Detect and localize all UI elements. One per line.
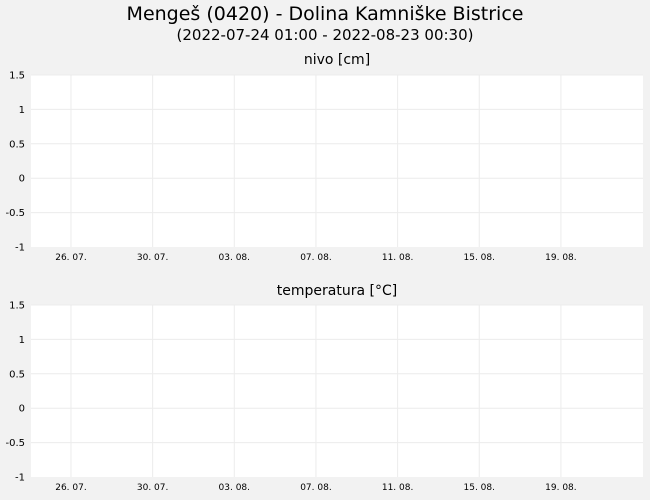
x-tick-label: 03. 08.: [219, 483, 251, 493]
y-tick-label: 0: [19, 174, 25, 185]
panel-title: nivo [cm]: [304, 52, 370, 68]
chart-panel-1: nivo [cm] 1.5 1 0.5 0 -0.5 -1 26. 07. 30. 07. 03.…: [5, 52, 643, 263]
y-tick-label: 1.5: [9, 301, 25, 312]
y-tick-label: 0.5: [9, 139, 25, 150]
x-tick-label: 26. 07.: [55, 483, 87, 493]
x-tick-label: 03. 08.: [219, 253, 251, 263]
x-tick-label: 07. 08.: [300, 253, 332, 263]
y-tick-label: 1.5: [9, 71, 25, 82]
x-tick-label: 30. 07.: [137, 253, 169, 263]
y-tick-label: -0.5: [5, 438, 25, 449]
y-tick-label: 1: [19, 105, 25, 116]
x-tick-label: 15. 08.: [464, 253, 496, 263]
x-tick-label: 26. 07.: [55, 253, 87, 263]
y-tick-label: -1: [15, 473, 25, 484]
chart-panel-2: temperatura [°C] 1.5 1 0.5 0 -0.5 -1 26. 07. 30.…: [5, 283, 643, 493]
y-tick-label: -0.5: [5, 208, 25, 219]
chart-title: Mengeš (0420) - Dolina Kamniške Bistrice: [126, 3, 524, 25]
x-tick-label: 19. 08.: [545, 253, 577, 263]
panel-title: temperatura [°C]: [277, 283, 397, 299]
x-tick-label: 07. 08.: [300, 483, 332, 493]
y-tick-label: 1: [19, 335, 25, 346]
y-tick-label: -1: [15, 243, 25, 254]
plot-area: [31, 75, 643, 247]
y-tick-label: 0.5: [9, 369, 25, 380]
x-tick-label: 11. 08.: [382, 253, 414, 263]
x-tick-label: 15. 08.: [464, 483, 496, 493]
x-tick-label: 11. 08.: [382, 483, 414, 493]
plot-area: [31, 305, 643, 477]
x-tick-label: 30. 07.: [137, 483, 169, 493]
chart-subtitle: (2022-07-24 01:00 - 2022-08-23 00:30): [176, 26, 474, 44]
x-tick-label: 19. 08.: [545, 483, 577, 493]
y-tick-label: 0: [19, 404, 25, 415]
